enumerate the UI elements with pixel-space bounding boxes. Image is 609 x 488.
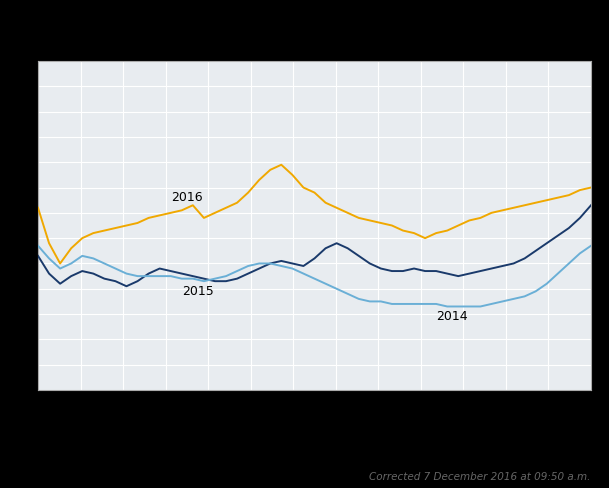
Text: Corrected 7 December 2016 at 09:50 a.m.: Corrected 7 December 2016 at 09:50 a.m. (369, 471, 591, 481)
Text: 2015: 2015 (181, 284, 214, 297)
Text: 2014: 2014 (436, 309, 468, 323)
Text: 2016: 2016 (171, 191, 202, 204)
